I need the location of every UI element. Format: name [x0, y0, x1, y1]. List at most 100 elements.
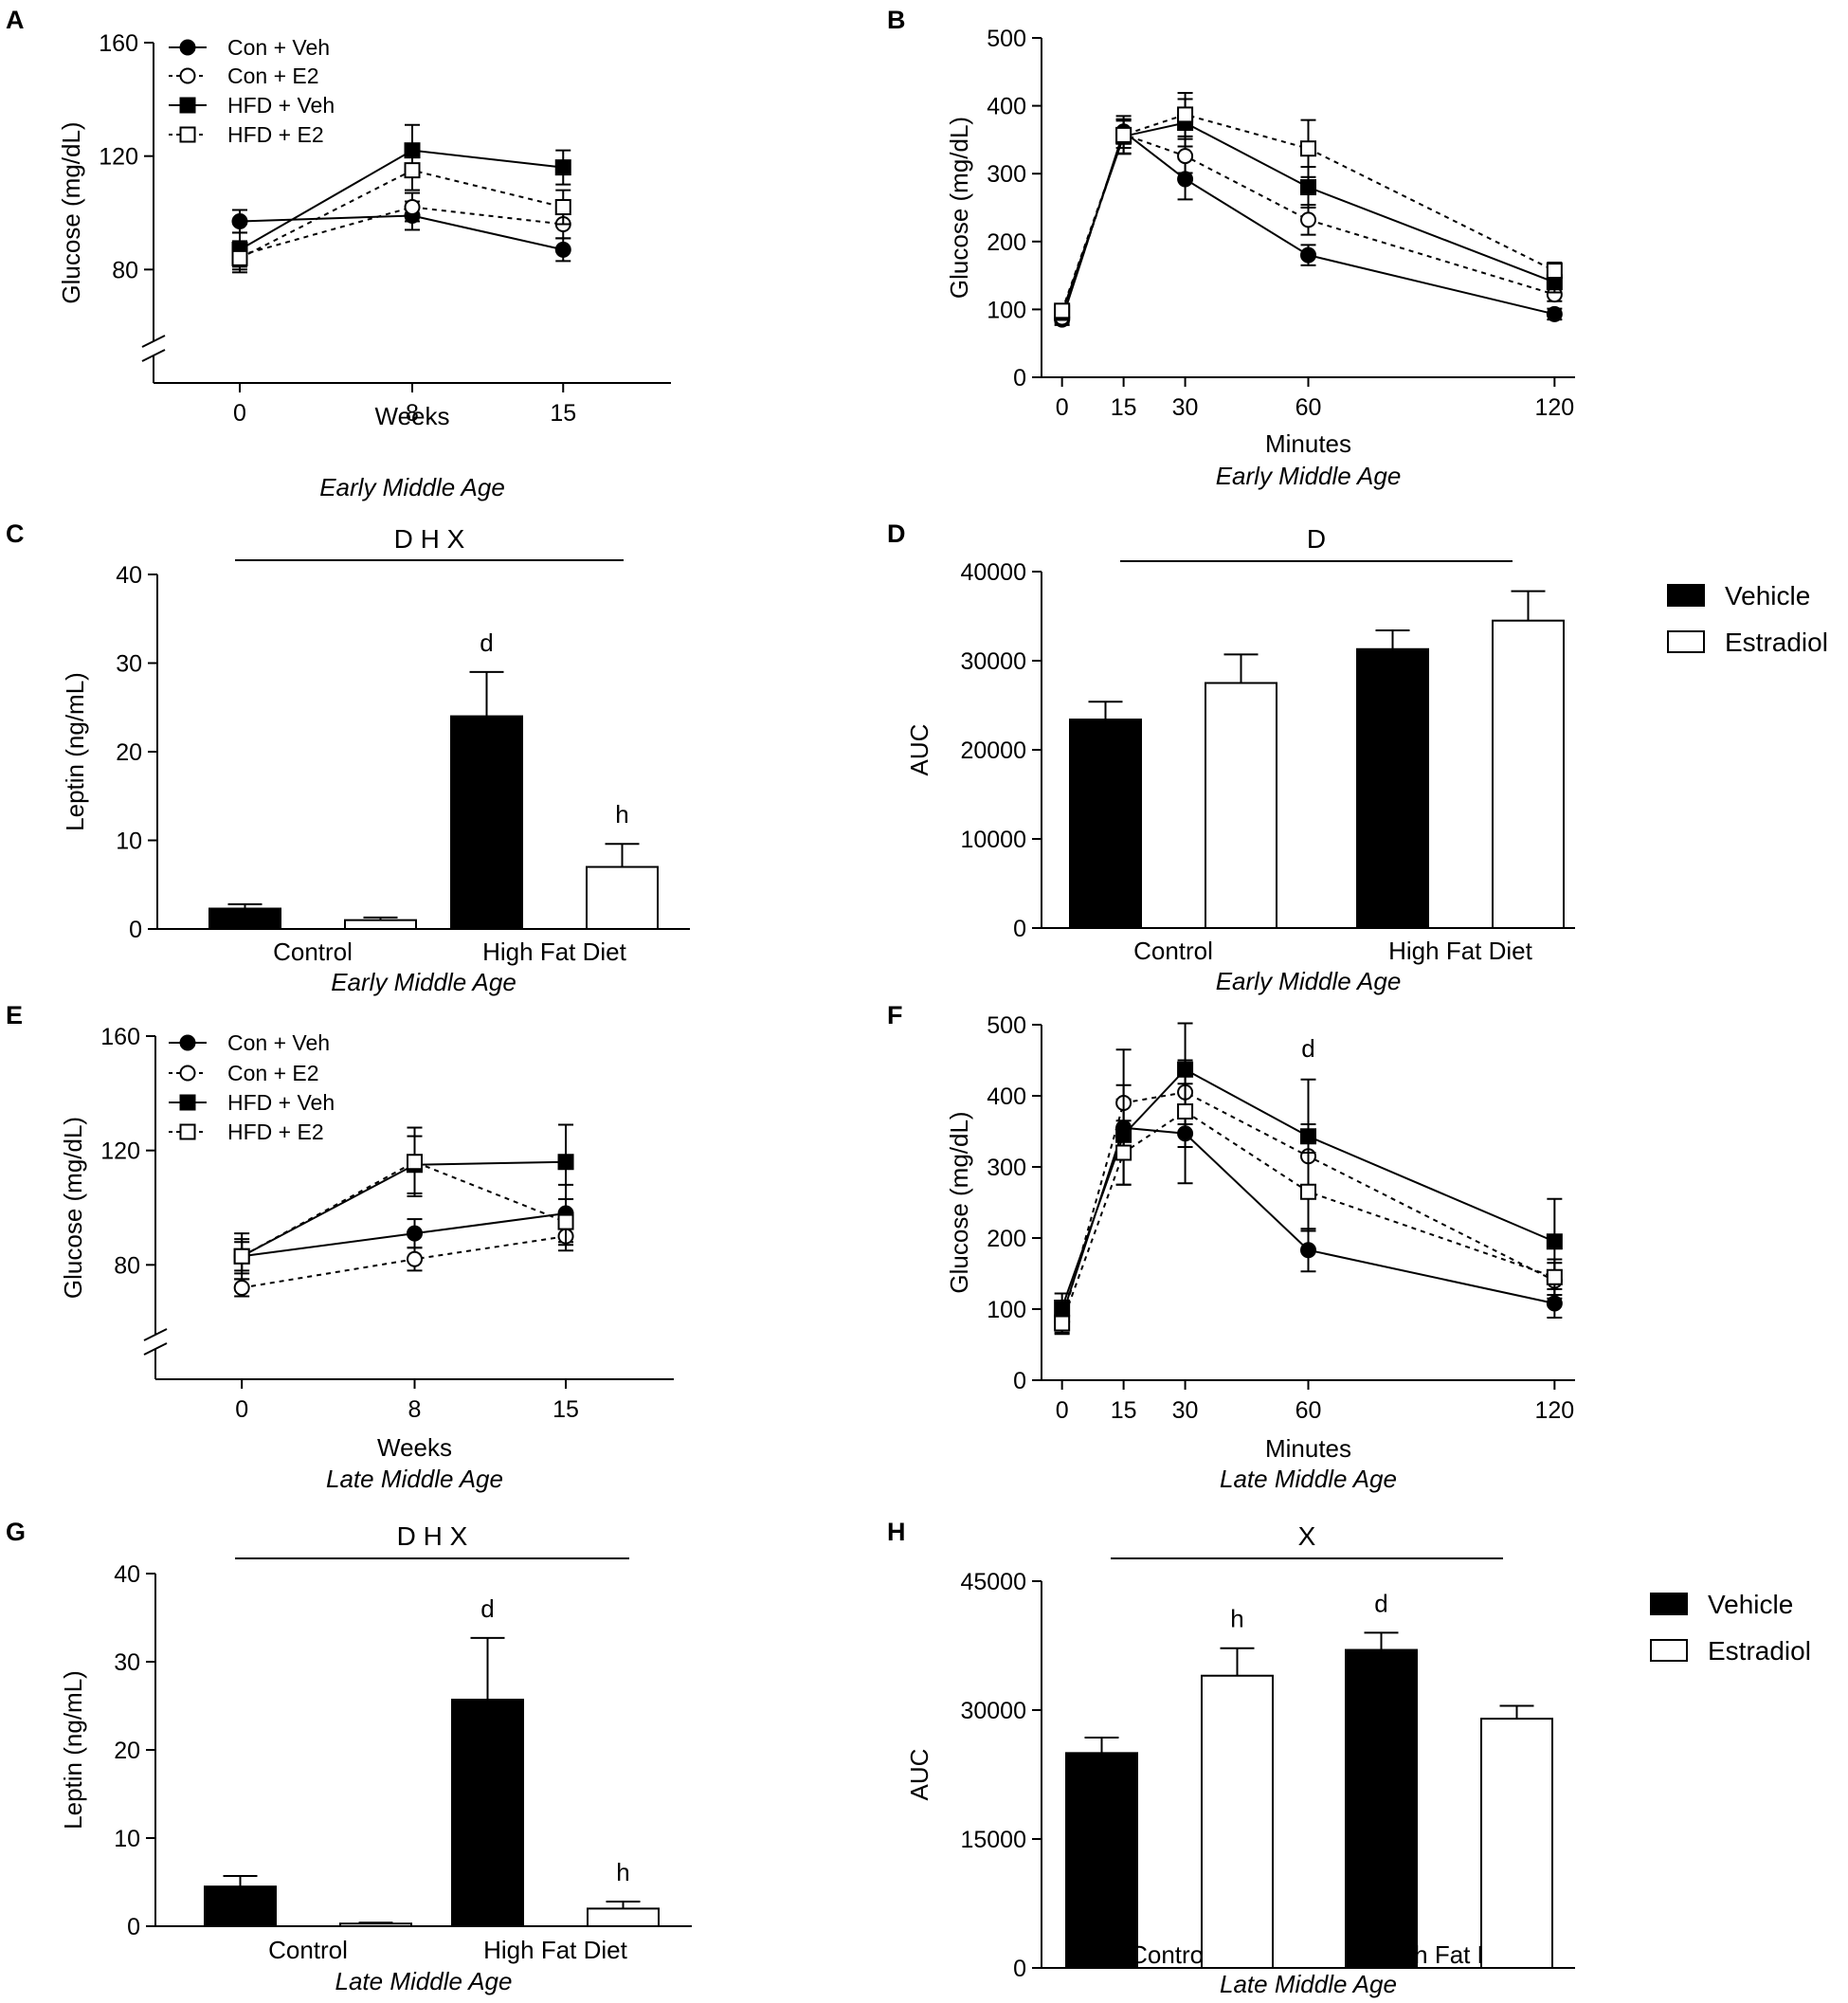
data-point	[1177, 1103, 1194, 1120]
data-point	[1115, 126, 1132, 143]
y-tick-label: 30000	[960, 648, 1026, 675]
category-label: High Fat Diet	[1388, 937, 1532, 965]
y-tick-label: 45000	[960, 1569, 1026, 1595]
bar-vehicle	[1345, 1648, 1418, 1969]
bar-group: d	[450, 628, 523, 930]
panel-letter-D: D	[887, 519, 906, 548]
data-point	[233, 1247, 250, 1265]
data-point	[1300, 211, 1316, 228]
y-tick-label: 500	[987, 1012, 1026, 1039]
bar-vehicle	[450, 715, 523, 930]
y-axis-title: Glucose (mg/dL)	[945, 117, 973, 299]
x-tick-label: 0	[1056, 1397, 1069, 1424]
category-label: Control	[268, 1936, 348, 1964]
panel-letter-C: C	[6, 519, 25, 548]
bar-vehicle	[451, 1698, 524, 1927]
data-point	[404, 162, 421, 179]
bar-estradiol	[586, 865, 659, 930]
bar-vehicle	[1069, 719, 1142, 929]
data-point	[1546, 1233, 1563, 1250]
y-tick-label: 300	[987, 1155, 1026, 1181]
legend-marker	[179, 1094, 196, 1111]
chart-panel-C: C 0 10 20 30 40 Leptin (ng/mL) Control High Fat …	[6, 519, 690, 996]
x-tick-label: 30	[1172, 394, 1199, 421]
data-point	[1177, 148, 1194, 165]
legend-label: Con + E2	[227, 1061, 319, 1085]
legend-label: HFD + E2	[227, 1120, 324, 1144]
annotation-letter: d	[1301, 1034, 1314, 1063]
x-axis-title: Weeks	[375, 402, 450, 430]
data-point	[1300, 1128, 1316, 1145]
x-axis-subtitle: Late Middle Age	[1220, 1465, 1397, 1493]
y-tick-label: 40000	[960, 559, 1026, 586]
axis-break-mark	[141, 335, 166, 348]
bar-group	[339, 1921, 412, 1927]
legend-swatch-vehicle	[1667, 584, 1705, 607]
data-point	[1300, 1183, 1316, 1200]
legend-label: HFD + Veh	[227, 1090, 335, 1115]
bar-legend: Vehicle Estradiol	[1650, 1590, 1811, 1666]
panel-letter-H: H	[887, 1518, 906, 1546]
significance-letter: h	[616, 1858, 629, 1886]
series-con-veh	[233, 1183, 574, 1272]
data-point	[404, 199, 421, 216]
significance-letter: h	[1230, 1605, 1243, 1633]
bar-group	[344, 916, 417, 931]
legend-marker	[179, 39, 196, 56]
x-axis-subtitle: Late Middle Age	[1220, 1970, 1397, 1998]
legend-label: Vehicle	[1708, 1590, 1793, 1619]
data-point	[1300, 246, 1316, 264]
series-line	[242, 1235, 567, 1289]
x-axis-title: Minutes	[1265, 429, 1351, 458]
y-tick-label: 40	[116, 562, 142, 589]
x-axis-title: Weeks	[377, 1433, 452, 1462]
legend-swatch-estradiol	[1650, 1639, 1688, 1662]
y-tick-label: 0	[1013, 916, 1026, 942]
data-point	[1546, 1268, 1563, 1285]
data-point	[554, 199, 571, 216]
data-point	[407, 1154, 423, 1171]
y-tick-label: 0	[129, 917, 142, 943]
bar-group	[1480, 1704, 1553, 1969]
chart-panel-B: B 0 100 200 300 400 500 0 15 30 60 120 Glucose (mg/d…	[887, 6, 1575, 490]
data-point	[557, 1213, 574, 1230]
y-tick-label: 0	[1013, 1368, 1026, 1394]
x-tick-label: 8	[408, 1396, 422, 1423]
y-axis-title: AUC	[905, 724, 933, 776]
legend-marker	[179, 67, 196, 84]
legend-label: HFD + E2	[227, 122, 324, 147]
y-axis-title: Glucose (mg/dL)	[59, 1117, 87, 1299]
panel-letter-E: E	[6, 1001, 23, 1029]
chart-panel-E: E 80 120 160 0 8 15 Glucose (mg/dL) Weeks Late Mi…	[6, 1001, 674, 1493]
x-tick-label: 30	[1172, 1397, 1199, 1424]
bar-group: d	[1345, 1589, 1418, 1969]
data-point	[1177, 106, 1194, 123]
series-hfd-e2	[233, 1126, 574, 1275]
chart-panel-D: D 0 10000 20000 30000 40000 AUC Control High Fat…	[887, 519, 1828, 995]
y-axis-title: Glucose (mg/dL)	[57, 121, 85, 303]
panel-letter-A: A	[6, 6, 25, 34]
series-con-e2	[231, 191, 571, 271]
category-label: High Fat Diet	[483, 1936, 627, 1964]
series-hfd-veh	[233, 1123, 574, 1281]
y-tick-label: 500	[987, 26, 1026, 52]
chart-panel-F: F 0 100 200 300 400 500 0 15 30 60 120 Glucose (mg/d…	[887, 1001, 1575, 1493]
data-point	[1300, 140, 1316, 157]
data-point	[554, 241, 571, 258]
y-tick-label: 0	[1013, 1956, 1026, 1982]
data-point	[1546, 305, 1563, 322]
series-line	[241, 1160, 567, 1258]
series-con-veh	[231, 200, 571, 263]
bar-group	[1356, 629, 1429, 930]
y-axis-title: Leptin (ng/mL)	[59, 1670, 87, 1830]
data-point	[1177, 1061, 1194, 1078]
y-tick-label: 120	[100, 1138, 140, 1165]
y-tick-label: 300	[987, 161, 1026, 188]
x-tick-label: 15	[1111, 1397, 1137, 1424]
data-point	[233, 1279, 250, 1296]
data-point	[1546, 263, 1563, 280]
data-point	[1054, 302, 1071, 319]
data-point	[1177, 171, 1194, 188]
